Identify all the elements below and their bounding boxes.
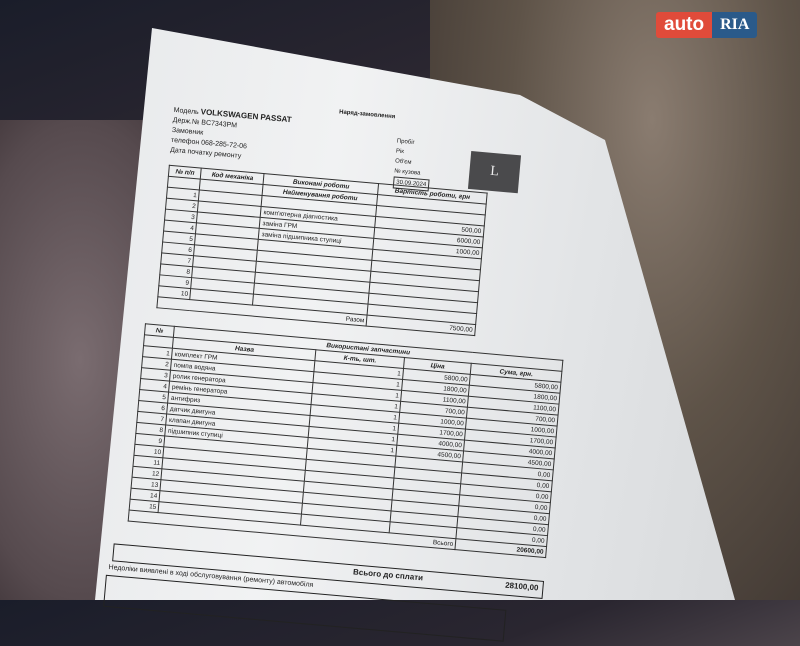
watermark-auto: auto xyxy=(656,12,713,38)
grand-total-value: 28100,00 xyxy=(504,580,539,593)
model-label: Модель xyxy=(173,106,199,117)
company-logo: L xyxy=(467,151,522,194)
plate-label: Держ.№ xyxy=(172,116,200,127)
works-table: № п/п Код механіка Виконані роботи Вартість… xyxy=(156,165,488,336)
grand-total-label: Всього до сплати xyxy=(352,567,424,583)
plate-value: BC7343PM xyxy=(200,119,238,130)
right-info: Пробіг Рік Об'єм № кузова 30.09.2024 xyxy=(392,137,433,192)
autoria-watermark: auto RIA xyxy=(656,12,758,38)
vehicle-info: Модель VOLKSWAGEN PASSAT Держ.№ BC7343PM… xyxy=(170,105,292,166)
customer-label: Замовник xyxy=(171,126,204,137)
watermark-ria: RIA xyxy=(712,12,758,38)
phone-label: телефон xyxy=(170,136,200,147)
parts-table: № Використані запчастини Назва К-ть, шт. Ці… xyxy=(128,323,564,558)
